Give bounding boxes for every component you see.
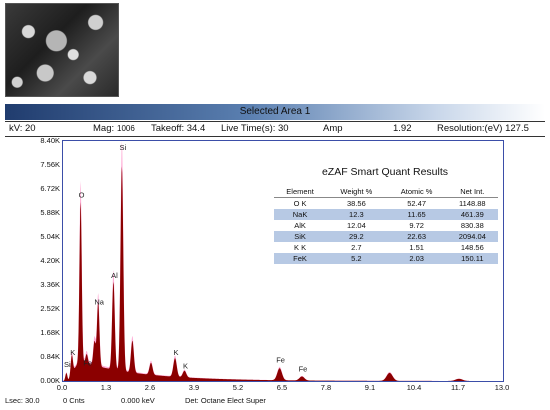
- cell-weight: 29.2: [326, 231, 387, 242]
- cell-element: AlK: [274, 220, 327, 231]
- x-tick-label: 7.8: [320, 383, 332, 392]
- x-tick-label: 3.9: [188, 383, 200, 392]
- cell-element: O K: [274, 197, 327, 209]
- cell-atomic: 1.51: [386, 242, 447, 253]
- table-row: FeK 5.2 2.03 150.11: [274, 253, 498, 264]
- acquisition-parameters: kV: 20 Mag: 1006 Takeoff: 34.4 Live Time…: [5, 121, 545, 137]
- results-title: eZAF Smart Quant Results: [321, 166, 449, 178]
- col-atomic: Atomic %: [386, 186, 447, 198]
- peak-label-si: Si: [120, 143, 127, 152]
- x-tick-label: 10.4: [406, 383, 422, 392]
- live-time-readout: Live Time(s): 30: [221, 123, 289, 134]
- y-tick-label: 7.56K: [40, 160, 60, 169]
- counts-readout: 0 Cnts: [63, 396, 85, 405]
- cell-netint: 2094.04: [446, 231, 498, 242]
- peak-label-k: K: [183, 362, 188, 371]
- peak-label-k: K: [70, 348, 75, 357]
- cell-atomic: 11.65: [386, 209, 447, 220]
- resolution-readout: Resolution:(eV) 127.5: [437, 123, 529, 134]
- cell-weight: 5.2: [326, 253, 387, 264]
- cell-netint: 150.11: [446, 253, 498, 264]
- cell-netint: 1148.88: [446, 197, 498, 209]
- y-tick-label: 3.36K: [40, 280, 60, 289]
- y-tick-label: 0.84K: [40, 352, 60, 361]
- cell-netint: 461.39: [446, 209, 498, 220]
- mag-value: 1006: [117, 124, 135, 133]
- x-tick-label: 11.7: [450, 383, 466, 392]
- y-tick-label: 0.00K: [40, 376, 60, 385]
- y-tick-label: 5.88K: [40, 208, 60, 217]
- peak-label-al: Al: [111, 271, 118, 280]
- peak-label-k: K: [174, 348, 179, 357]
- y-tick-label: 4.20K: [40, 256, 60, 265]
- mag-label: Mag:: [93, 123, 115, 134]
- cell-atomic: 52.47: [386, 197, 447, 209]
- table-row: K K 2.7 1.51 148.56: [274, 242, 498, 253]
- col-weight: Weight %: [326, 186, 387, 198]
- cell-weight: 12.3: [326, 209, 387, 220]
- table-row: SiK 29.2 22.63 2094.04: [274, 231, 498, 242]
- cell-element: NaK: [274, 209, 327, 220]
- table-row: NaK 12.3 11.65 461.39: [274, 209, 498, 220]
- peak-label-o: O: [79, 191, 85, 200]
- cell-element: K K: [274, 242, 327, 253]
- table-row: AlK 12.04 9.72 830.38: [274, 220, 498, 231]
- peak-label-fe: Fe: [83, 359, 92, 368]
- lsec-readout: Lsec: 30.0: [5, 396, 40, 405]
- y-tick-label: 8.40K: [40, 136, 60, 145]
- x-tick-label: 2.6: [144, 383, 156, 392]
- kv-readout: kV: 20: [9, 123, 36, 134]
- peak-label-fe: Fe: [276, 356, 285, 365]
- selected-area-title: Selected Area 1: [5, 104, 545, 120]
- sem-micrograph: [5, 3, 119, 97]
- peak-label-na: Na: [94, 298, 104, 307]
- takeoff-readout: Takeoff: 34.4: [151, 123, 206, 134]
- cell-weight: 12.04: [326, 220, 387, 231]
- cell-element: SiK: [274, 231, 327, 242]
- detector-readout: Det: Octane Elect Super: [185, 396, 266, 405]
- x-tick-label: 1.3: [100, 383, 112, 392]
- amp-value: 1.92: [393, 123, 412, 134]
- peak-label-fe: Fe: [299, 365, 308, 374]
- results-table: Element Weight % Atomic % Net Int. O K 3…: [274, 186, 498, 264]
- col-netint: Net Int.: [446, 186, 498, 198]
- peak-label-si: Si: [64, 360, 71, 369]
- x-tick-label: 9.1: [364, 383, 376, 392]
- y-tick-label: 2.52K: [40, 304, 60, 313]
- cell-atomic: 22.63: [386, 231, 447, 242]
- col-element: Element: [274, 186, 327, 198]
- x-tick-label: 13.0: [494, 383, 510, 392]
- x-tick-label: 0.0: [56, 383, 68, 392]
- cell-atomic: 9.72: [386, 220, 447, 231]
- y-tick-label: 6.72K: [40, 184, 60, 193]
- cell-netint: 148.56: [446, 242, 498, 253]
- y-tick-label: 1.68K: [40, 328, 60, 337]
- quant-results-panel: eZAF Smart Quant Results Element Weight …: [270, 166, 500, 264]
- cell-weight: 38.56: [326, 197, 387, 209]
- cell-netint: 830.38: [446, 220, 498, 231]
- x-tick-label: 5.2: [232, 383, 244, 392]
- amp-label: Amp: [323, 123, 343, 134]
- x-tick-label: 6.5: [276, 383, 288, 392]
- table-row: O K 38.56 52.47 1148.88: [274, 197, 498, 209]
- kev-readout: 0.000 keV: [121, 396, 155, 405]
- cell-element: FeK: [274, 253, 327, 264]
- cell-atomic: 2.03: [386, 253, 447, 264]
- y-tick-label: 5.04K: [40, 232, 60, 241]
- cell-weight: 2.7: [326, 242, 387, 253]
